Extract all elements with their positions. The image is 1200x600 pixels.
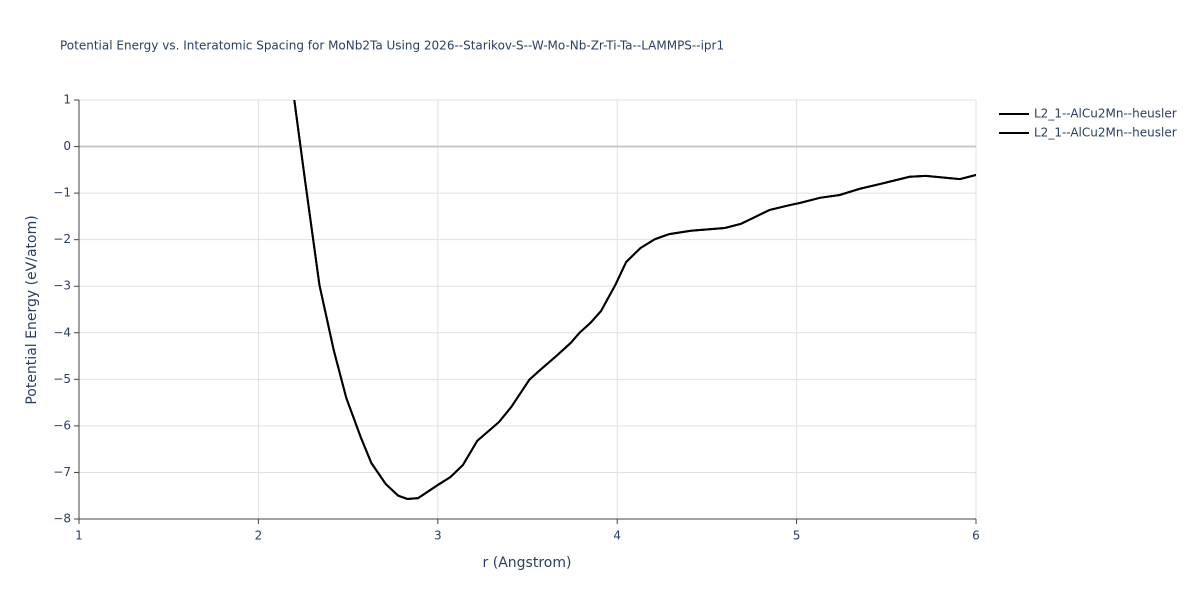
x-tick-label: 2 (255, 529, 263, 543)
x-tick-label: 6 (972, 529, 980, 543)
chart-title: Potential Energy vs. Interatomic Spacing… (60, 39, 724, 53)
y-tick-label: −8 (53, 512, 71, 526)
line-series (293, 100, 976, 501)
y-tick-label: −3 (53, 279, 71, 293)
y-tick-label: −4 (53, 325, 71, 339)
x-tick-label: 3 (434, 529, 442, 543)
y-tick-label: 0 (63, 139, 71, 153)
x-tick-label: 1 (75, 529, 83, 543)
y-tick-label: −7 (53, 465, 71, 479)
x-axis-label: r (Angstrom) (483, 555, 572, 571)
x-tick-label: 4 (613, 529, 621, 543)
line-series (293, 100, 976, 501)
y-tick-label: −6 (53, 418, 71, 432)
x-tick-label: 5 (793, 529, 801, 543)
y-axis-label: Potential Energy (eV/atom) (24, 215, 40, 404)
legend-label: L2_1--AlCu2Mn--heusler (1034, 107, 1177, 121)
y-tick-label: 1 (63, 93, 71, 107)
y-tick-label: −5 (53, 372, 71, 386)
legend-label: L2_1--AlCu2Mn--heusler (1034, 126, 1177, 140)
y-tick-label: −1 (53, 186, 71, 200)
y-tick-label: −2 (53, 232, 71, 246)
